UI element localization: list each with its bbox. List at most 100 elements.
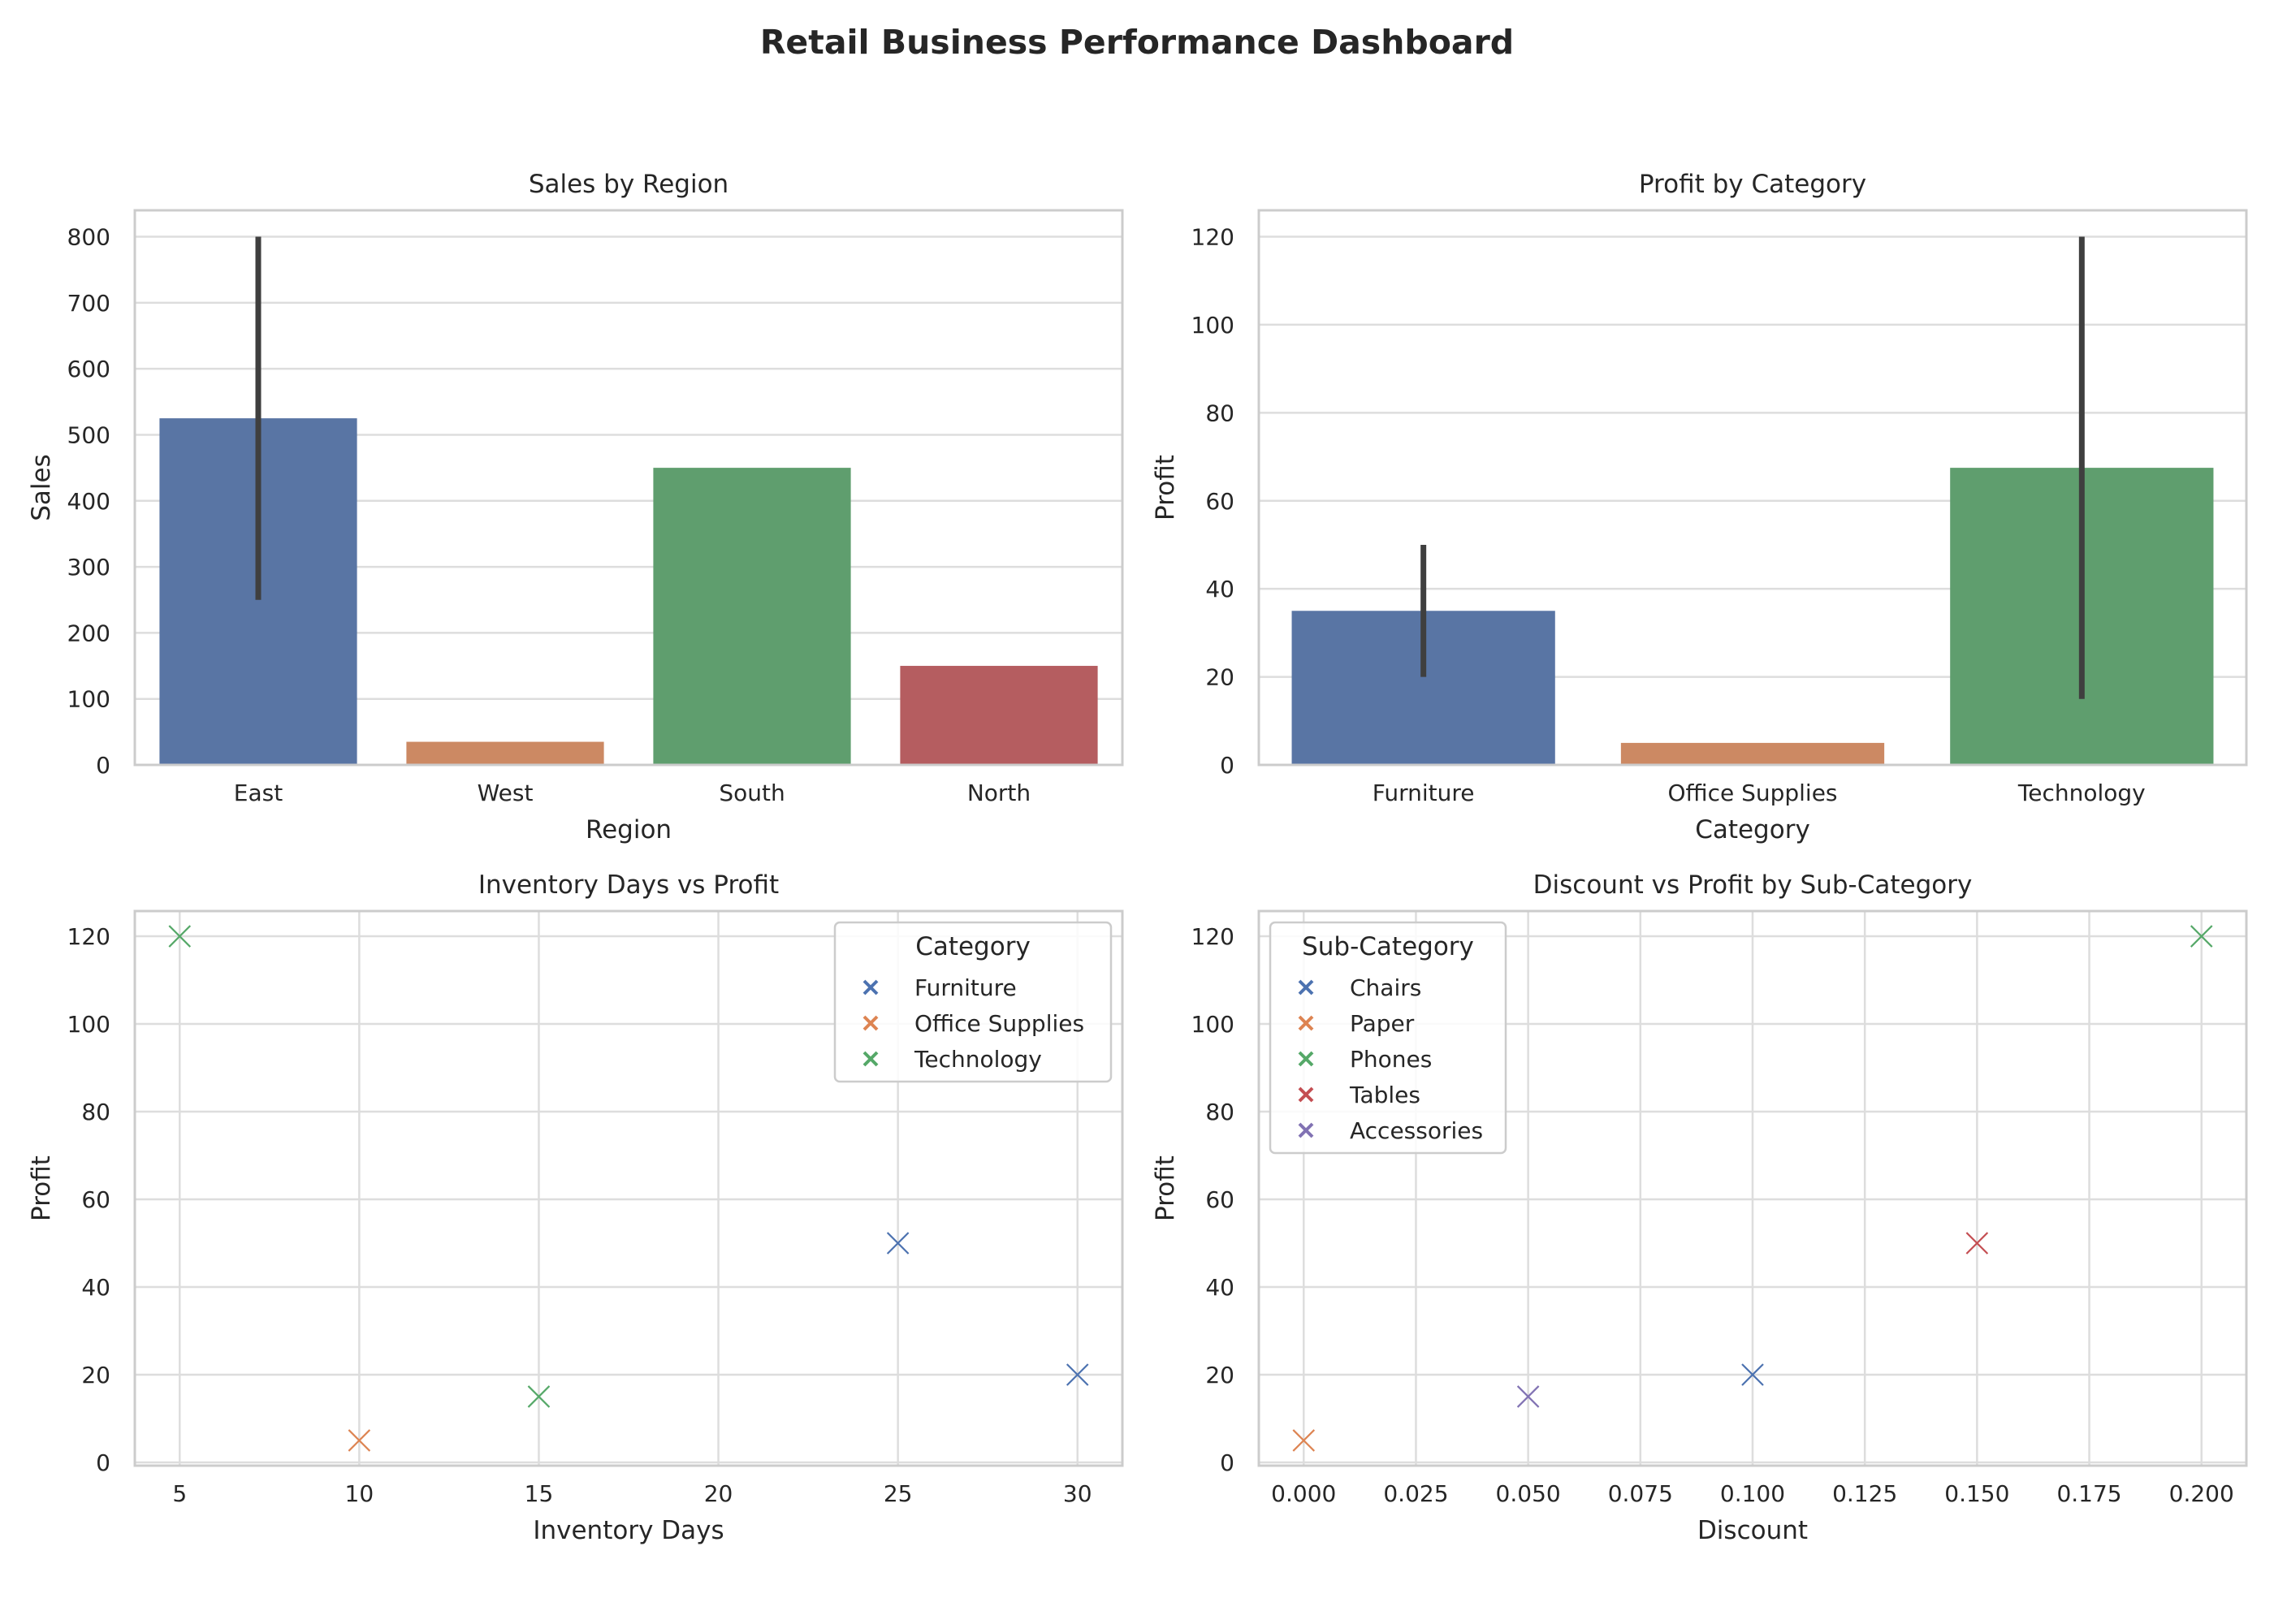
discount-vs-profit-ytick-label: 100 — [1191, 1011, 1234, 1038]
dashboard-title: Retail Business Performance Dashboard — [759, 23, 1515, 62]
discount-vs-profit-legend-label: Accessories — [1350, 1117, 1483, 1144]
sales-by-region-xtick-label: South — [719, 780, 785, 806]
discount-vs-profit-legend-marker — [1298, 1122, 1314, 1138]
discount-vs-profit-legend-marker — [1298, 1051, 1314, 1067]
inventory-vs-profit-legend-marker — [862, 1015, 879, 1031]
inventory-vs-profit-xtick-label: 30 — [1063, 1480, 1092, 1507]
inventory-vs-profit-xtick-label: 5 — [172, 1480, 187, 1507]
inventory-vs-profit-xtick-label: 20 — [704, 1480, 733, 1507]
inventory-vs-profit-ytick-label: 80 — [81, 1099, 110, 1125]
profit-by-category-title: Profit by Category — [1639, 170, 1866, 199]
profit-by-category-frame — [1257, 209, 2248, 767]
discount-vs-profit-xtick-label: 0.125 — [1832, 1480, 1897, 1507]
discount-vs-profit-xtick-label: 0.050 — [1496, 1480, 1561, 1507]
profit-by-category-ytick-label: 60 — [1205, 488, 1234, 515]
discount-vs-profit-xtick-label: 0.025 — [1383, 1480, 1448, 1507]
sales-by-region-chart: 0 100 200 300 400 500 600 700 800 East West South No… — [27, 170, 1124, 844]
sales-by-region-frame — [133, 209, 1124, 767]
profit-by-category-ytick-label: 0 — [1220, 752, 1234, 779]
discount-vs-profit-point — [1516, 1385, 1540, 1408]
sales-by-region-title: Sales by Region — [529, 170, 728, 199]
inventory-vs-profit-ytick-label: 120 — [67, 923, 110, 950]
sales-by-region-bar — [653, 468, 851, 765]
inventory-vs-profit-legend-box — [833, 921, 1113, 1083]
sales-by-region-ytick-label: 300 — [67, 554, 110, 581]
discount-vs-profit-point — [1292, 1429, 1316, 1452]
profit-by-category-chart: 0 20 40 60 80 100 120 Furniture Office Supplies T… — [1151, 170, 2248, 844]
profit-by-category-ylabel: Profit — [1151, 455, 1180, 520]
discount-vs-profit-ytick-label: 80 — [1205, 1099, 1234, 1125]
sales-by-region-xtick-label: North — [967, 780, 1031, 806]
sales-by-region-xtick-label: East — [234, 780, 283, 806]
discount-vs-profit-title: Discount vs Profit by Sub-Category — [1533, 870, 1973, 900]
discount-vs-profit-xtick-label: 0.000 — [1271, 1480, 1336, 1507]
sales-by-region-ytick-label: 600 — [67, 356, 110, 382]
discount-vs-profit-legend-marker — [1298, 979, 1314, 996]
discount-vs-profit-xtick-label: 0.175 — [2056, 1480, 2121, 1507]
discount-vs-profit-legend-marker — [1298, 1015, 1314, 1031]
discount-vs-profit-legend-title: Sub-Category — [1302, 932, 1474, 961]
discount-vs-profit-chart: 0 20 40 60 80 100 120 0.000 0.025 0.050 0.075 0.100… — [1151, 870, 2248, 1545]
inventory-vs-profit-ytick-label: 20 — [81, 1362, 110, 1389]
sales-by-region-ytick-label: 0 — [96, 752, 110, 779]
discount-vs-profit-xlabel: Discount — [1697, 1516, 1808, 1545]
inventory-vs-profit-title: Inventory Days vs Profit — [478, 870, 779, 900]
discount-vs-profit-legend-marker — [1298, 1086, 1314, 1103]
discount-vs-profit-legend: Sub-Category Chairs Paper Phones Tables Acces… — [1269, 921, 1507, 1155]
discount-vs-profit-ytick-label: 120 — [1191, 923, 1234, 950]
inventory-vs-profit-ytick-label: 100 — [67, 1011, 110, 1038]
discount-vs-profit-legend-label: Paper — [1350, 1010, 1415, 1037]
discount-vs-profit-legend-label: Phones — [1350, 1046, 1432, 1073]
discount-vs-profit-ytick-label: 40 — [1205, 1274, 1234, 1301]
profit-by-category-ytick-label: 40 — [1205, 576, 1234, 603]
inventory-vs-profit-legend: Category Furniture Office Supplies Technolo… — [833, 921, 1113, 1083]
profit-by-category-xtick-label: Office Supplies — [1667, 780, 1837, 806]
sales-by-region-ytick-label: 700 — [67, 290, 110, 317]
sales-by-region-bar — [406, 741, 604, 765]
sales-by-region-ytick-label: 500 — [67, 421, 110, 448]
inventory-vs-profit-point — [886, 1232, 910, 1255]
sales-by-region-ytick-label: 800 — [67, 224, 110, 251]
inventory-vs-profit-xtick-label: 25 — [884, 1480, 913, 1507]
inventory-vs-profit-ylabel: Profit — [27, 1155, 56, 1221]
profit-by-category-xlabel: Category — [1695, 815, 1810, 844]
discount-vs-profit-ytick-label: 60 — [1205, 1186, 1234, 1213]
inventory-vs-profit-frame — [133, 909, 1124, 1467]
sales-by-region-bar — [900, 666, 1098, 765]
discount-vs-profit-xtick-label: 0.100 — [1720, 1480, 1785, 1507]
inventory-vs-profit-point — [168, 925, 192, 948]
profit-by-category-xtick-label: Technology — [2017, 780, 2146, 806]
discount-vs-profit-legend-box — [1269, 921, 1507, 1155]
inventory-vs-profit-legend-marker — [862, 979, 879, 996]
discount-vs-profit-legend-label: Tables — [1349, 1082, 1420, 1108]
sales-by-region-ytick-label: 100 — [67, 686, 110, 713]
profit-by-category-bar — [1620, 742, 1885, 765]
discount-vs-profit-legend-label: Chairs — [1350, 974, 1421, 1001]
inventory-vs-profit-legend-marker — [862, 1051, 879, 1067]
inventory-vs-profit-legend-title: Category — [915, 932, 1031, 961]
discount-vs-profit-point — [2190, 925, 2213, 948]
discount-vs-profit-ytick-label: 0 — [1220, 1449, 1234, 1476]
inventory-vs-profit-point — [1066, 1363, 1089, 1386]
inventory-vs-profit-point — [527, 1385, 551, 1408]
inventory-vs-profit-xtick-label: 15 — [525, 1480, 554, 1507]
sales-by-region-xtick-label: West — [478, 780, 534, 806]
inventory-vs-profit-legend-label: Furniture — [914, 974, 1017, 1001]
discount-vs-profit-xtick-label: 0.150 — [1944, 1480, 2009, 1507]
sales-by-region-xlabel: Region — [586, 815, 672, 844]
discount-vs-profit-point — [1741, 1363, 1764, 1386]
sales-by-region-ylabel: Sales — [27, 454, 56, 521]
inventory-vs-profit-legend-label: Technology — [914, 1046, 1042, 1073]
discount-vs-profit-xtick-label: 0.075 — [1608, 1480, 1673, 1507]
profit-by-category-ytick-label: 20 — [1205, 664, 1234, 691]
discount-vs-profit-ylabel: Profit — [1151, 1155, 1180, 1221]
profit-by-category-ytick-label: 80 — [1205, 400, 1234, 426]
discount-vs-profit-xtick-label: 0.200 — [2169, 1480, 2234, 1507]
inventory-vs-profit-chart: 0 20 40 60 80 100 120 5 10 15 20 25 30 Inventory Days… — [27, 870, 1124, 1545]
inventory-vs-profit-xlabel: Inventory Days — [533, 1516, 724, 1545]
inventory-vs-profit-ytick-label: 40 — [81, 1274, 110, 1301]
inventory-vs-profit-xtick-label: 10 — [345, 1480, 374, 1507]
profit-by-category-ytick-label: 100 — [1191, 312, 1234, 339]
discount-vs-profit-point — [1965, 1232, 1989, 1255]
